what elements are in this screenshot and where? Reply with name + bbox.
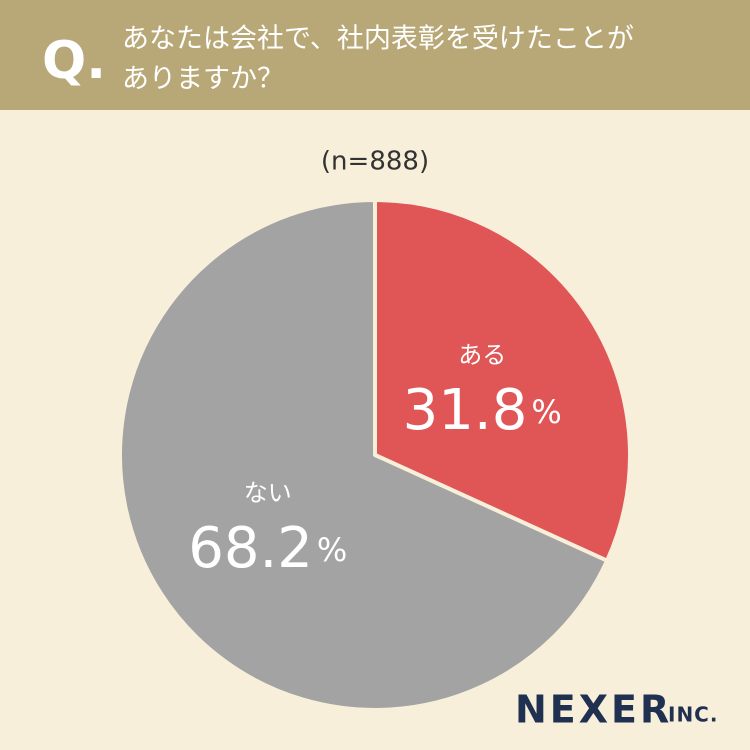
header-band	[0, 0, 750, 110]
pie-slice	[118, 198, 610, 712]
pie-slice	[373, 198, 632, 563]
slice-category: ある	[458, 341, 506, 369]
slice-value-label: 68.2%	[188, 516, 347, 581]
brand-suffix: INC.	[668, 703, 718, 727]
subtitle: (n=888)	[321, 147, 429, 177]
title-line: ありますか？	[122, 64, 284, 95]
question-mark: Q.	[42, 31, 106, 91]
title-line: あなたは会社で、社内表彰を受けたことが	[122, 24, 634, 55]
slice-value-label: 31.8%	[403, 378, 562, 443]
brand: NEXER	[515, 688, 672, 732]
slice-category: ない	[244, 479, 292, 507]
pie: ある 31.8 % ない 68.2%	[118, 198, 632, 712]
